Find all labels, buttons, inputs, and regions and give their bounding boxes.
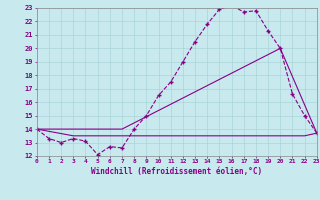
X-axis label: Windchill (Refroidissement éolien,°C): Windchill (Refroidissement éolien,°C) xyxy=(91,167,262,176)
